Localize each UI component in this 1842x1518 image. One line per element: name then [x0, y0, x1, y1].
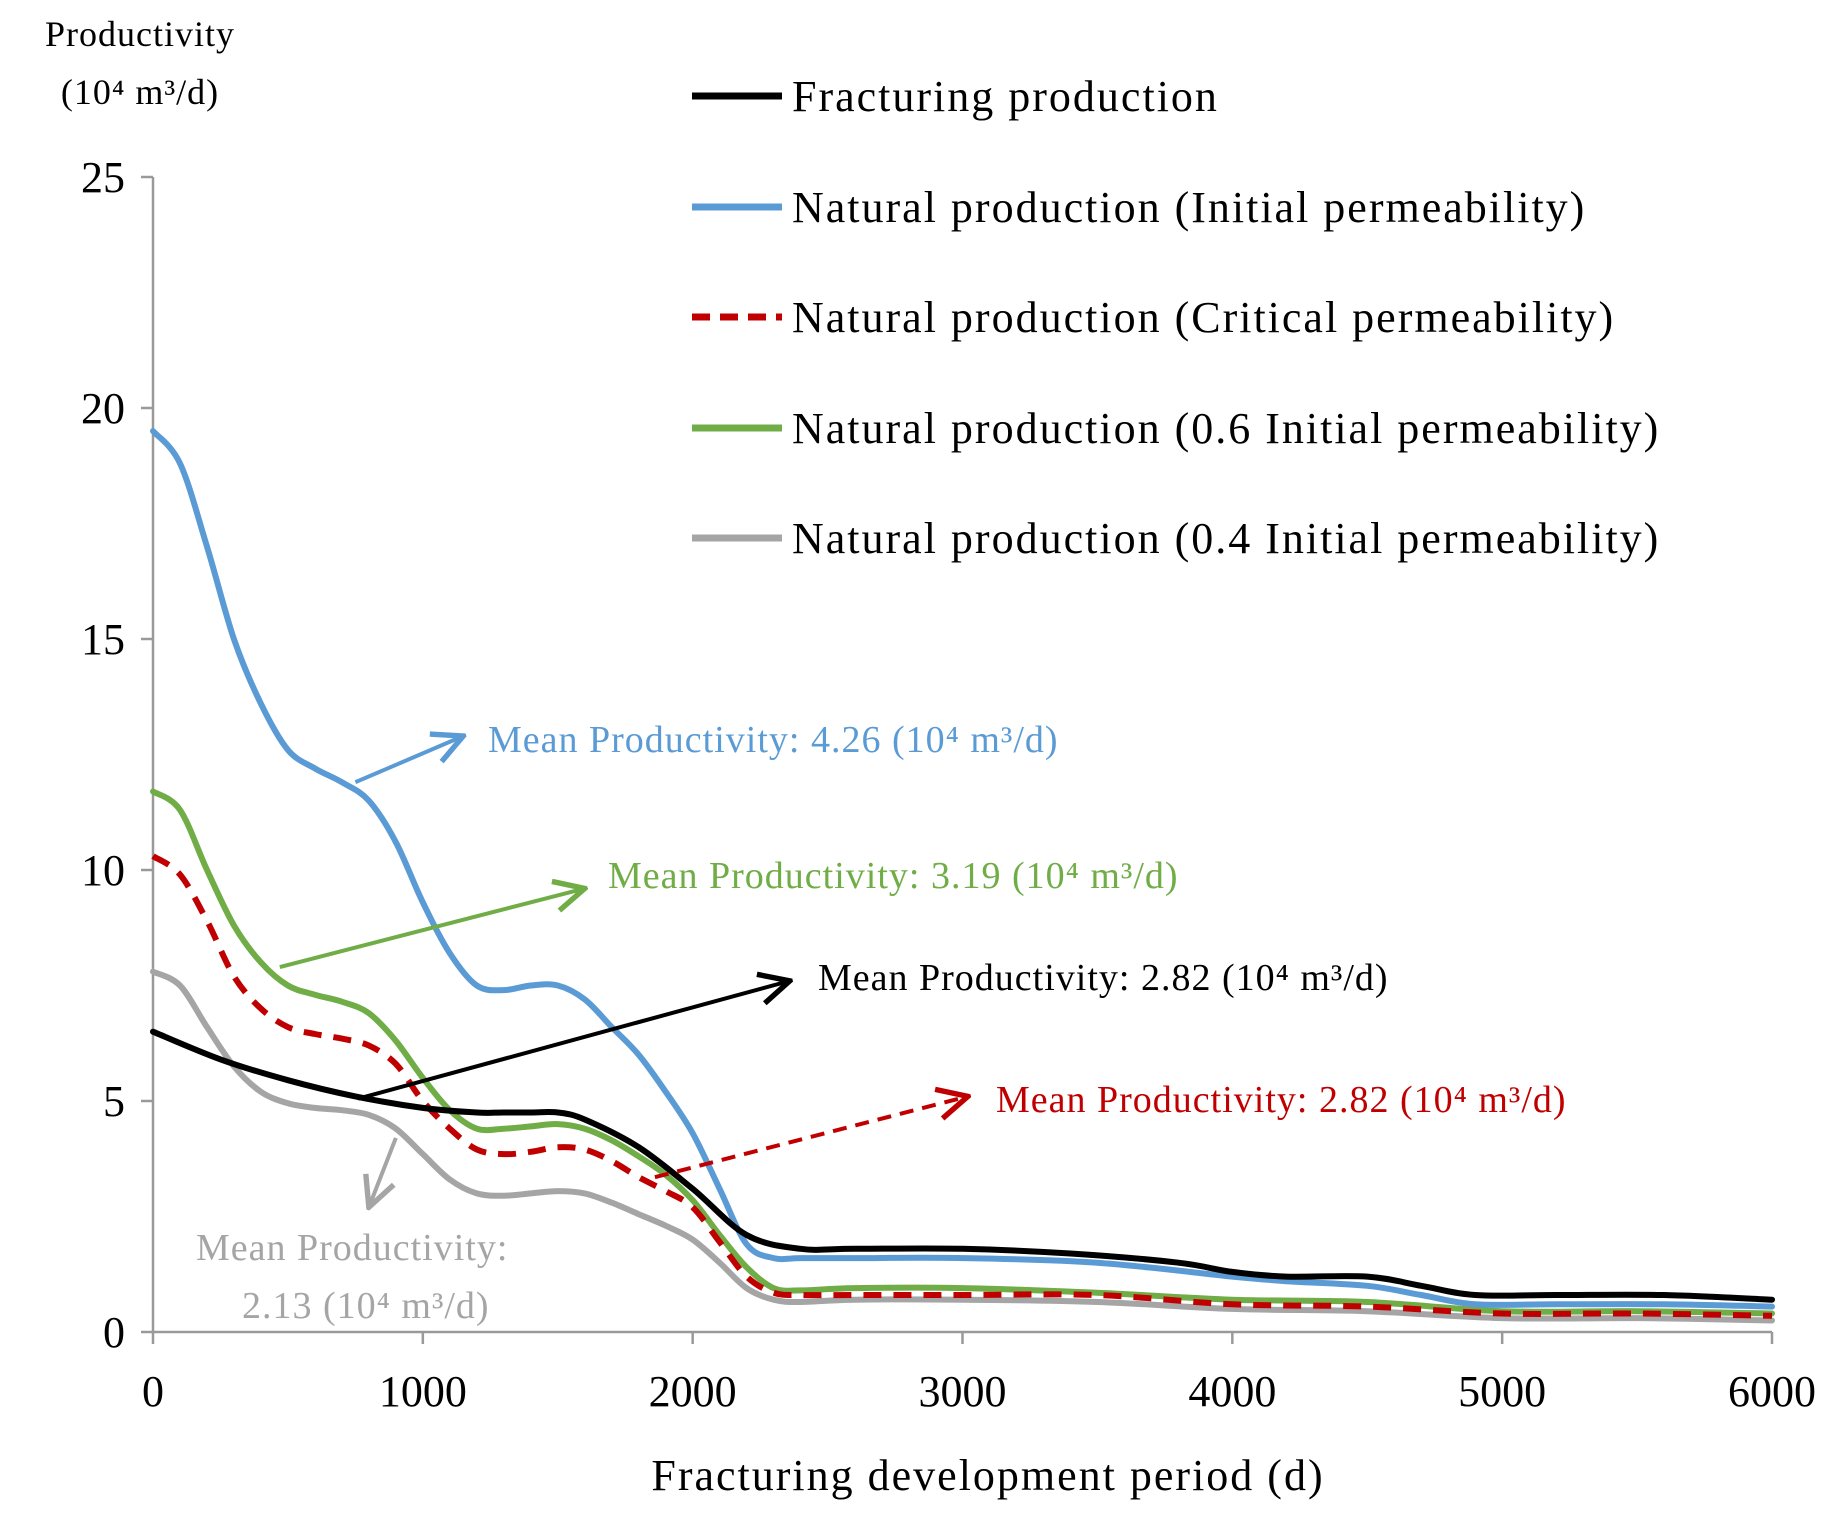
legend: Fracturing production Natural production…	[692, 72, 1660, 563]
annotation-0-4-initial-permeability-line2: 2.13 (10⁴ m³/d)	[242, 1285, 490, 1327]
x-tick-label: 6000	[1728, 1367, 1816, 1416]
legend-label-0-6-initial: Natural production (0.6 Initial permeabi…	[792, 404, 1660, 453]
legend-label-fracturing: Fracturing production	[792, 72, 1219, 121]
y-axis-unit: (10⁴ m³/d)	[61, 72, 219, 112]
legend-label-0-4-initial: Natural production (0.4 Initial permeabi…	[792, 514, 1660, 563]
arrow-critical-permeability	[654, 1096, 968, 1180]
y-tick-label: 10	[81, 846, 125, 895]
y-tick-label: 0	[103, 1308, 125, 1357]
series-line-critical-permeability	[151, 853, 1773, 1319]
annotation-0-4-initial-permeability-line1: Mean Productivity:	[196, 1227, 508, 1269]
x-axis-title: Fracturing development period (d)	[651, 1451, 1324, 1500]
annotation-initial-permeability: Mean Productivity: 4.26 (10⁴ m³/d)	[488, 719, 1059, 761]
legend-label-initial: Natural production (Initial permeability…	[792, 183, 1586, 232]
annotation-critical-permeability: Mean Productivity: 2.82 (10⁴ m³/d)	[996, 1079, 1567, 1121]
x-tick-label: 2000	[649, 1367, 737, 1416]
series-line-0-4-initial-permeability	[150, 968, 1775, 1324]
series-lines	[150, 428, 1775, 1324]
annotation-0-6-initial-permeability: Mean Productivity: 3.19 (10⁴ m³/d)	[608, 855, 1179, 897]
y-tick-label: 25	[81, 153, 125, 202]
x-tick-label: 5000	[1458, 1367, 1546, 1416]
y-tick-label: 15	[81, 615, 125, 664]
series-line-fracturing	[150, 1028, 1775, 1303]
arrow-fracturing-production	[357, 981, 790, 1101]
y-ticks: 0 5 10 15 20 25	[81, 153, 153, 1357]
annotation-arrows	[279, 736, 968, 1207]
y-axis-title: Productivity	[45, 14, 235, 54]
arrow-0-4-initial-permeability	[369, 1137, 398, 1207]
x-tick-label: 4000	[1188, 1367, 1276, 1416]
legend-label-critical: Natural production (Critical permeabilit…	[792, 293, 1615, 342]
x-tick-label: 3000	[919, 1367, 1007, 1416]
arrow-0-6-initial-permeability	[279, 888, 585, 969]
annotation-fracturing-production: Mean Productivity: 2.82 (10⁴ m³/d)	[818, 957, 1389, 999]
series-line-0-6-initial-permeability	[150, 788, 1775, 1317]
y-tick-label: 5	[103, 1077, 125, 1126]
x-ticks: 0 1000 2000 3000 4000 5000 6000	[142, 1332, 1816, 1416]
x-tick-label: 1000	[379, 1367, 467, 1416]
series-line-initial-permeability	[150, 428, 1775, 1310]
x-tick-label: 0	[142, 1367, 164, 1416]
y-tick-label: 20	[81, 384, 125, 433]
arrow-initial-permeability	[354, 736, 463, 785]
